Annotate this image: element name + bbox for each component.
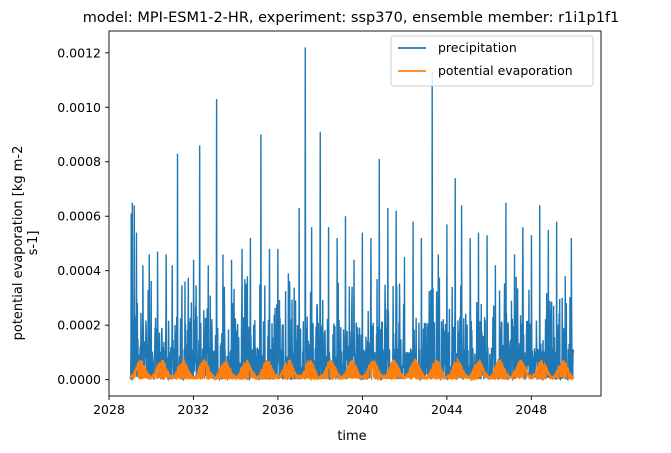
- chart-title: model: MPI-ESM1-2-HR, experiment: ssp370…: [83, 10, 620, 26]
- x-tick-label: 2048: [515, 402, 547, 417]
- legend-box: [390, 35, 594, 87]
- legend-label-precipitation: precipitation: [438, 40, 517, 55]
- legend-label-potential-evaporation: potential evaporation: [438, 63, 573, 78]
- y-tick-label: 0.0000: [57, 372, 101, 387]
- series-line-precipitation: [129, 47, 575, 383]
- y-tick-label: 0.0008: [57, 154, 101, 169]
- y-axis: 0.0000 0.0002 0.0004 0.0006 0.0008 0.0010 0.00…: [57, 45, 109, 387]
- y-axis-label-line-1: potential evaporation [kg m-2: [11, 146, 26, 341]
- series-line-potential-evaporation: [129, 356, 575, 383]
- plot-frame: [108, 30, 602, 397]
- series-layer: [129, 47, 575, 383]
- y-tick-label: 0.0012: [57, 45, 101, 60]
- y-tick-label: 0.0002: [57, 318, 101, 333]
- legend: precipitation potential evaporation: [390, 35, 594, 87]
- y-axis-label-line-2: s-1]: [26, 231, 41, 256]
- y-tick-label: 0.0004: [57, 263, 101, 278]
- x-axis: 2028 2032 2036 2040 2044 2048: [93, 396, 547, 417]
- x-tick-label: 2036: [262, 402, 294, 417]
- x-tick-label: 2028: [93, 402, 125, 417]
- y-tick-label: 0.0010: [57, 100, 101, 115]
- x-tick-label: 2032: [178, 402, 210, 417]
- x-axis-label: time: [337, 429, 366, 444]
- y-axis-label: potential evaporation [kg m-2 s-1]: [11, 146, 41, 341]
- y-tick-label: 0.0006: [57, 209, 101, 224]
- x-tick-label: 2044: [431, 402, 463, 417]
- x-tick-label: 2040: [346, 402, 378, 417]
